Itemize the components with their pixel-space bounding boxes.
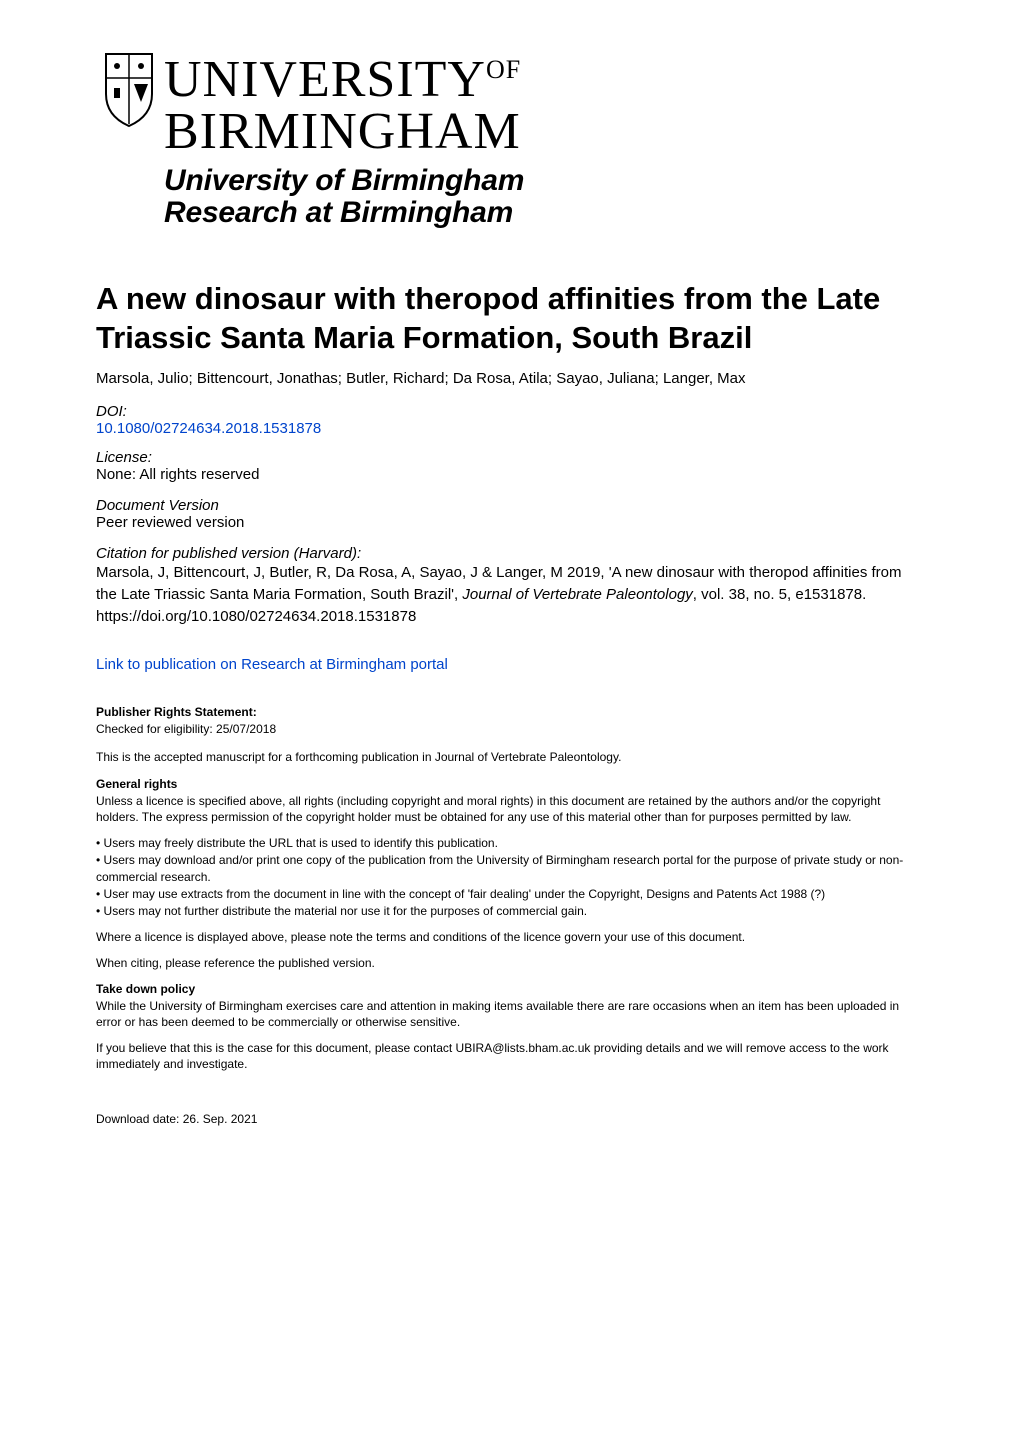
bullet-item: • Users may download and/or print one co…	[96, 852, 924, 884]
logo-of: OF	[486, 55, 521, 84]
institution-logo: UNIVERSITYOF BIRMINGHAM University of Bi…	[96, 48, 924, 248]
document-version-label: Document Version	[96, 497, 924, 514]
logo-line2: BIRMINGHAM	[164, 103, 521, 160]
logo-svg: UNIVERSITYOF BIRMINGHAM University of Bi…	[96, 48, 616, 248]
takedown-body-1: While the University of Birmingham exerc…	[96, 998, 924, 1030]
doi-link[interactable]: 10.1080/02724634.2018.1531878	[96, 420, 924, 437]
publisher-rights-heading: Publisher Rights Statement:	[96, 705, 924, 719]
takedown-body-2: If you believe that this is the case for…	[96, 1040, 924, 1072]
general-rights-heading: General rights	[96, 777, 924, 791]
bullet-item: • Users may freely distribute the URL th…	[96, 835, 924, 851]
license-value: None: All rights reserved	[96, 466, 924, 483]
citation-label: Citation for published version (Harvard)…	[96, 545, 924, 562]
bullet-item: • User may use extracts from the documen…	[96, 886, 924, 902]
citation-text: Marsola, J, Bittencourt, J, Butler, R, D…	[96, 562, 924, 627]
logo-sub2: Research at Birmingham	[164, 196, 513, 229]
general-rights-bullets: • Users may freely distribute the URL th…	[96, 835, 924, 919]
license-label: License:	[96, 449, 924, 466]
citing-note: When citing, please reference the publis…	[96, 955, 924, 971]
doi-label: DOI:	[96, 403, 924, 420]
general-rights-body: Unless a licence is specified above, all…	[96, 793, 924, 825]
takedown-heading: Take down policy	[96, 982, 924, 996]
document-version-value: Peer reviewed version	[96, 514, 924, 531]
download-date: Download date: 26. Sep. 2021	[96, 1112, 924, 1126]
licence-note: Where a licence is displayed above, plea…	[96, 929, 924, 945]
paper-title: A new dinosaur with theropod affinities …	[96, 280, 924, 358]
citation-journal: Journal of Vertebrate Paleontology	[462, 586, 692, 603]
logo-sub1: University of Birmingham	[164, 164, 524, 197]
portal-link[interactable]: Link to publication on Research at Birmi…	[96, 656, 924, 673]
authors: Marsola, Julio; Bittencourt, Jonathas; B…	[96, 368, 924, 390]
publisher-rights-note: This is the accepted manuscript for a fo…	[96, 749, 924, 765]
logo-line1: UNIVERSITY	[164, 51, 486, 108]
bullet-item: • Users may not further distribute the m…	[96, 903, 924, 919]
svg-text:UNIVERSITYOF: UNIVERSITYOF	[164, 51, 521, 108]
publisher-rights-date: Checked for eligibility: 25/07/2018	[96, 721, 924, 737]
